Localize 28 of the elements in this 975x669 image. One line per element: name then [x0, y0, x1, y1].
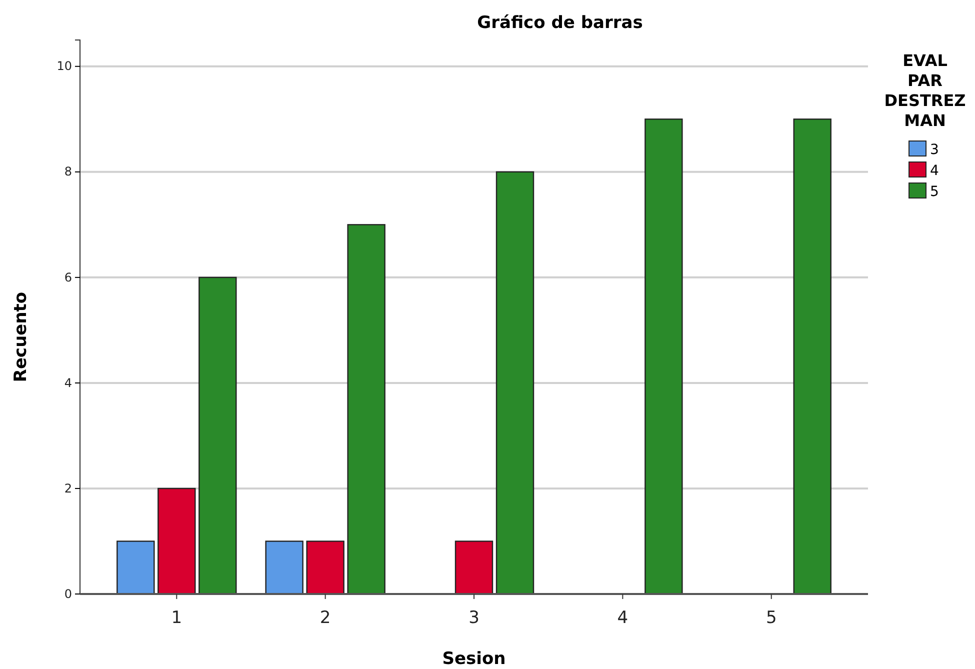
x-tick-label: 1 [171, 608, 182, 628]
bar [496, 171, 534, 595]
legend-title: EVAL PAR DESTREZ MAN [884, 51, 966, 130]
bar [198, 276, 237, 595]
y-tick-label: 8 [64, 164, 72, 179]
legend-label: 4 [930, 163, 939, 179]
bar [265, 540, 304, 595]
y-tick-label: 2 [64, 481, 72, 496]
bar [158, 488, 196, 595]
bar [116, 540, 155, 595]
bar [644, 118, 683, 595]
x-axis-title: Sesion [442, 649, 506, 669]
y-tick-label: 10 [56, 59, 72, 74]
bar [454, 540, 494, 595]
x-tick-label: 3 [468, 608, 480, 628]
bar [793, 118, 832, 595]
chart-title: Gráfico de barras [477, 13, 643, 33]
x-tick-label: 4 [617, 608, 628, 628]
y-tick-label: 4 [64, 376, 72, 390]
bar [347, 224, 386, 595]
legend-label: 3 [930, 142, 939, 158]
bar [306, 540, 344, 595]
x-tick-label: 5 [766, 608, 777, 628]
y-tick-label: 6 [64, 270, 72, 284]
x-tick-label: 2 [320, 608, 331, 628]
y-axis-title: Recuento [11, 292, 31, 382]
legend-label: 5 [930, 184, 939, 200]
y-tick-label: 0 [64, 586, 72, 601]
